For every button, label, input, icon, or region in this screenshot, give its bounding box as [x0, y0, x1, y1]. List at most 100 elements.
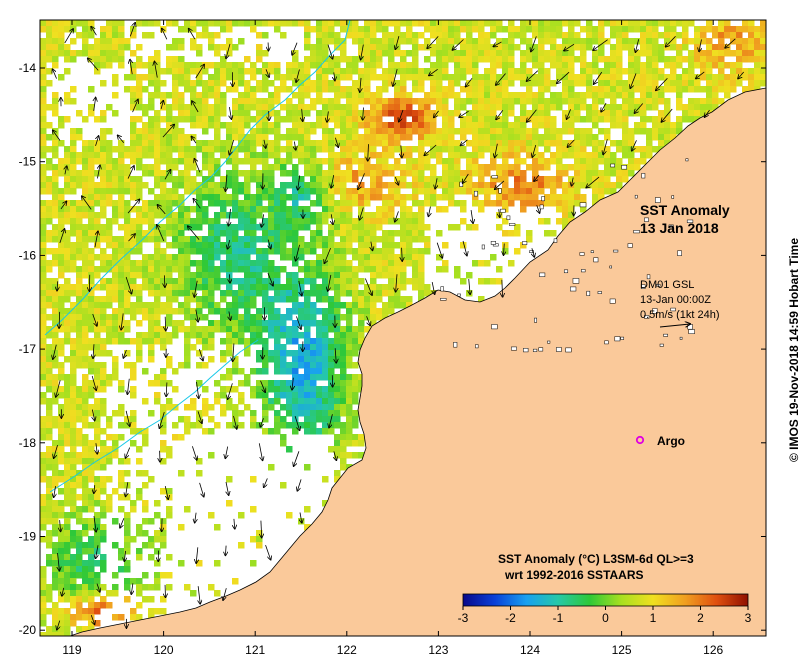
- sst-cell: [316, 362, 323, 369]
- sst-cell: [106, 20, 113, 27]
- sst-cell: [298, 218, 305, 225]
- sst-cell: [622, 80, 629, 87]
- sst-cell: [442, 110, 449, 117]
- sst-cell: [418, 164, 425, 171]
- sst-cell: [46, 134, 53, 141]
- sst-cell: [514, 98, 521, 105]
- sst-cell: [40, 374, 47, 381]
- sst-cell: [352, 38, 359, 45]
- sst-cell: [514, 152, 521, 159]
- sst-cell: [154, 500, 161, 507]
- sst-cell: [292, 62, 299, 69]
- sst-cell: [352, 416, 359, 423]
- sst-cell: [208, 44, 215, 51]
- sst-cell: [40, 80, 47, 87]
- sst-cell: [64, 512, 71, 519]
- sst-cell: [118, 302, 125, 309]
- sst-cell: [658, 68, 665, 75]
- sst-cell: [370, 212, 377, 219]
- sst-cell: [46, 68, 53, 75]
- sst-cell: [184, 80, 191, 87]
- sst-cell: [190, 206, 197, 213]
- sst-cell: [154, 116, 161, 123]
- sst-cell: [532, 110, 539, 117]
- sst-cell: [544, 50, 551, 57]
- sst-cell: [340, 50, 347, 57]
- sst-cell: [40, 266, 47, 273]
- sst-cell: [376, 122, 383, 129]
- sst-cell: [760, 74, 766, 81]
- sst-cell: [136, 248, 143, 255]
- sst-cell: [274, 344, 281, 351]
- sst-cell: [178, 116, 185, 123]
- sst-cell: [184, 116, 191, 123]
- sst-cell: [322, 140, 329, 147]
- sst-cell: [82, 116, 89, 123]
- sst-cell: [412, 32, 419, 39]
- sst-cell: [436, 158, 443, 165]
- sst-cell: [514, 68, 521, 75]
- sst-cell: [496, 44, 503, 51]
- sst-cell: [382, 20, 389, 27]
- sst-cell: [388, 68, 395, 75]
- sst-cell: [394, 98, 401, 105]
- sst-cell: [376, 74, 383, 81]
- sst-cell: [214, 182, 221, 189]
- sst-cell: [256, 194, 263, 201]
- current-arrow: [296, 69, 300, 83]
- sst-cell: [52, 560, 59, 567]
- sst-cell: [688, 50, 695, 57]
- sst-cell: [508, 62, 515, 69]
- sst-cell: [160, 596, 167, 603]
- sst-cell: [328, 254, 335, 261]
- sst-cell: [670, 80, 677, 87]
- sst-cell: [406, 98, 413, 105]
- sst-cell: [634, 56, 641, 63]
- sst-cell: [70, 356, 77, 363]
- sst-cell: [610, 152, 617, 159]
- sst-cell: [154, 200, 161, 207]
- sst-cell: [70, 452, 77, 459]
- sst-cell: [412, 284, 419, 291]
- sst-cell: [622, 116, 629, 123]
- sst-cell: [106, 416, 113, 423]
- sst-cell: [142, 314, 149, 321]
- sst-cell: [472, 164, 479, 171]
- sst-cell: [154, 572, 161, 579]
- sst-cell: [142, 74, 149, 81]
- sst-cell: [442, 170, 449, 177]
- sst-cell: [592, 194, 599, 201]
- sst-cell: [100, 230, 107, 237]
- sst-cell: [136, 308, 143, 315]
- sst-cell: [532, 62, 539, 69]
- sst-cell: [322, 176, 329, 183]
- sst-cell: [460, 134, 467, 141]
- sst-cell: [262, 260, 269, 267]
- sst-cell: [334, 416, 341, 423]
- sst-cell: [40, 506, 47, 513]
- sst-cell: [124, 248, 131, 255]
- sst-cell: [82, 410, 89, 417]
- sst-cell: [490, 32, 497, 39]
- sst-cell: [334, 32, 341, 39]
- current-arrow: [630, 73, 637, 88]
- sst-cell: [136, 62, 143, 69]
- sst-cell: [598, 86, 605, 93]
- current-arrow: [226, 43, 231, 58]
- sst-cell: [166, 506, 173, 513]
- sst-cell: [196, 98, 203, 105]
- sst-cell: [508, 188, 515, 195]
- sst-cell: [106, 230, 113, 237]
- sst-cell: [280, 212, 287, 219]
- sst-cell: [544, 128, 551, 135]
- sst-cell: [172, 62, 179, 69]
- current-arrow: [154, 61, 158, 78]
- sst-cell: [64, 470, 71, 477]
- sst-cell: [160, 200, 167, 207]
- sst-cell: [346, 434, 353, 441]
- sst-cell: [448, 86, 455, 93]
- sst-cell: [232, 20, 239, 27]
- sst-cell: [94, 458, 101, 465]
- sst-cell: [154, 296, 161, 303]
- sst-cell: [100, 158, 107, 165]
